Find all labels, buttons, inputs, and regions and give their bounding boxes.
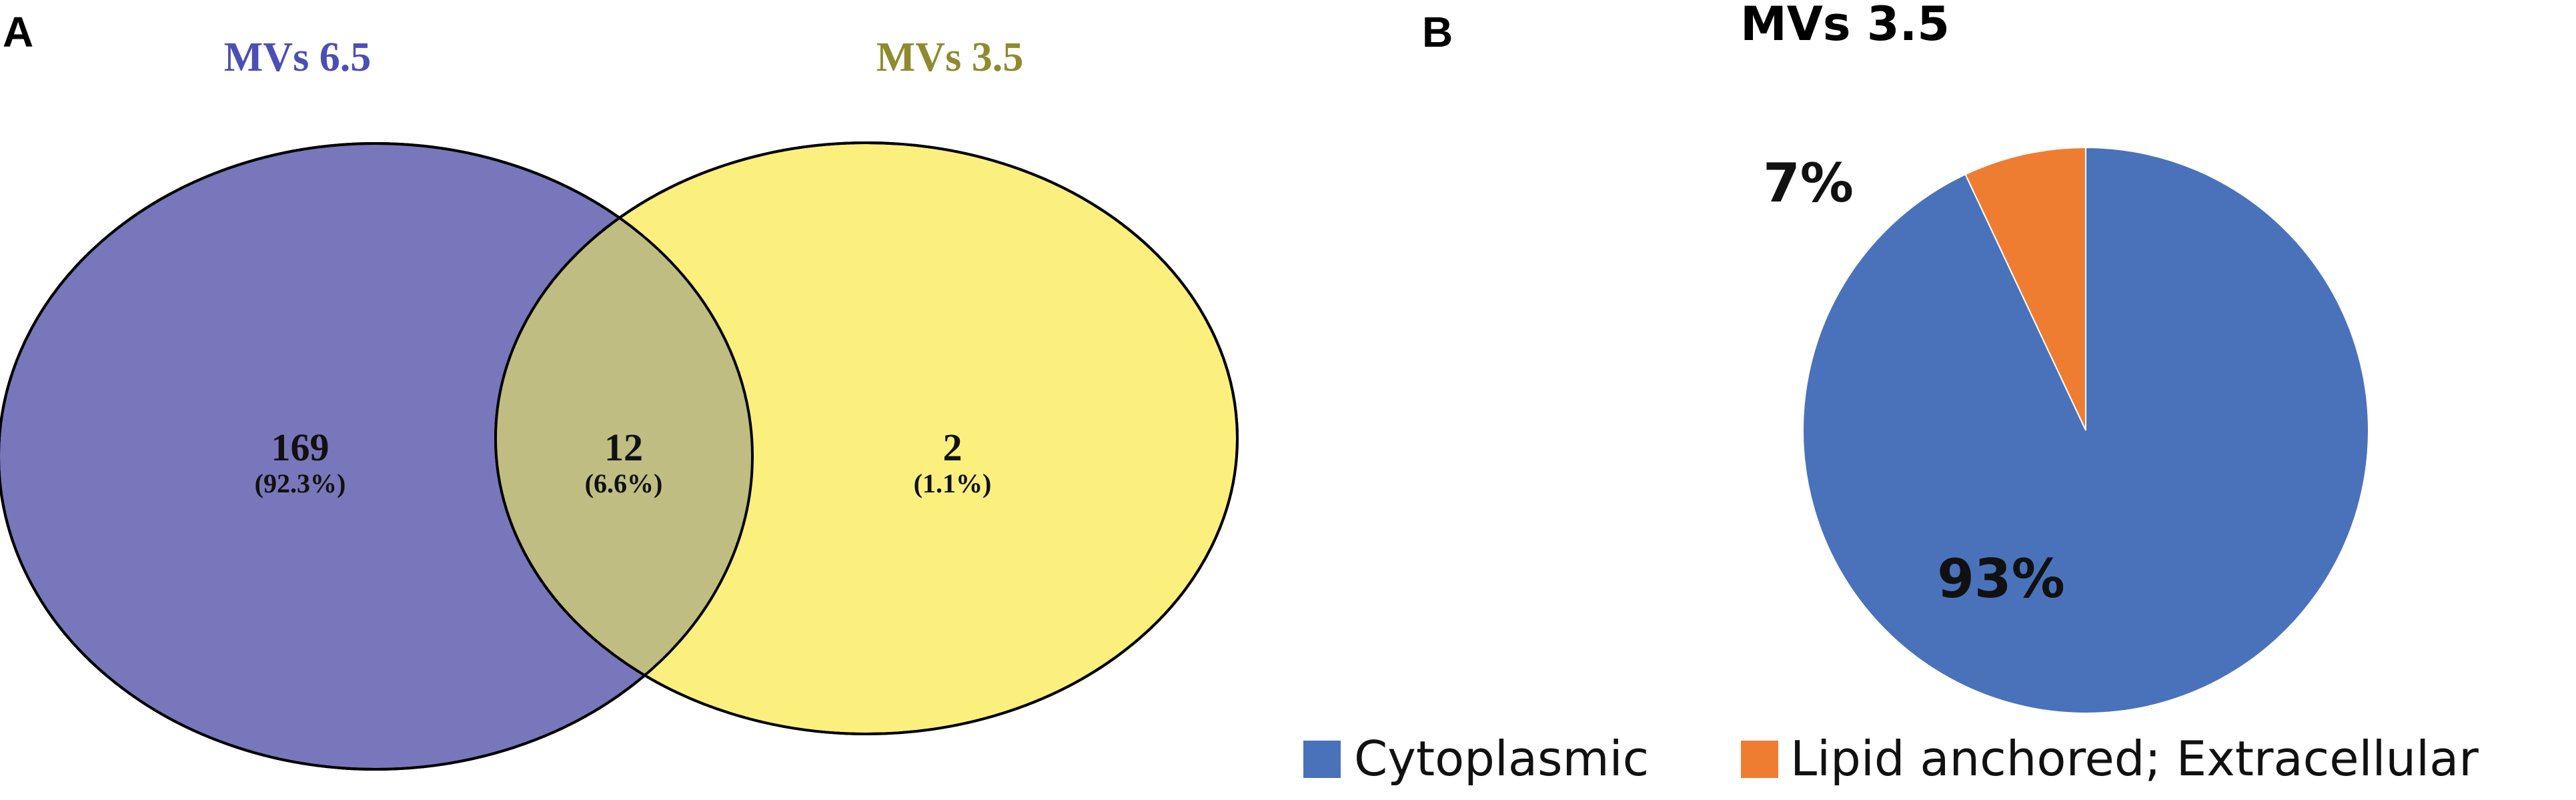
venn-overlap-region: [496, 143, 752, 734]
pie-slice-label-lipid-anchored: 7%: [1763, 152, 1854, 214]
pie-slice-label-cytoplasmic: 93%: [1937, 548, 2064, 610]
venn-percent-overlap: (6.6%): [585, 468, 663, 498]
legend-swatch-cytoplasmic: [1303, 741, 1341, 778]
venn-percent-mvs-6-5-only: (92.3%): [255, 468, 346, 498]
legend-label-cytoplasmic: Cytoplasmic: [1354, 731, 1649, 787]
venn-circle-mvs-6-5-outline: [0, 142, 754, 771]
pie-title: MVs 3.5: [1740, 0, 1950, 51]
pie-slice-cytoplasmic: [1802, 146, 2369, 714]
venn-panel: A MVs 6.5 MVs 3.5 169 (92.3%) 12 (6.6%) …: [0, 8, 1239, 771]
legend: Cytoplasmic Lipid anchored; Extracellula…: [1303, 731, 2479, 787]
venn-count-mvs-6-5-only: 169: [271, 426, 330, 469]
pie-slice-lipid-anchored-extracellular: [1964, 146, 2086, 431]
venn-count-overlap: 12: [604, 426, 643, 469]
pie-slices: [1802, 146, 2369, 714]
venn-set-b-title: MVs 3.5: [876, 35, 1023, 80]
venn-count-mvs-3-5-only: 2: [943, 426, 962, 469]
panel-a-label: A: [3, 8, 33, 56]
pie-panel: B MVs 3.5 93% 7% Cytoplasmic Lipid ancho…: [1303, 0, 2479, 787]
venn-circle-mvs-3-5-outline: [494, 141, 1239, 735]
venn-set-a-title: MVs 6.5: [224, 35, 371, 80]
panel-b-label: B: [1422, 8, 1453, 56]
legend-label-lipid-anchored: Lipid anchored; Extracellular: [1790, 731, 2479, 787]
venn-percent-mvs-3-5-only: (1.1%): [914, 468, 992, 498]
legend-swatch-lipid-anchored: [1741, 741, 1778, 778]
